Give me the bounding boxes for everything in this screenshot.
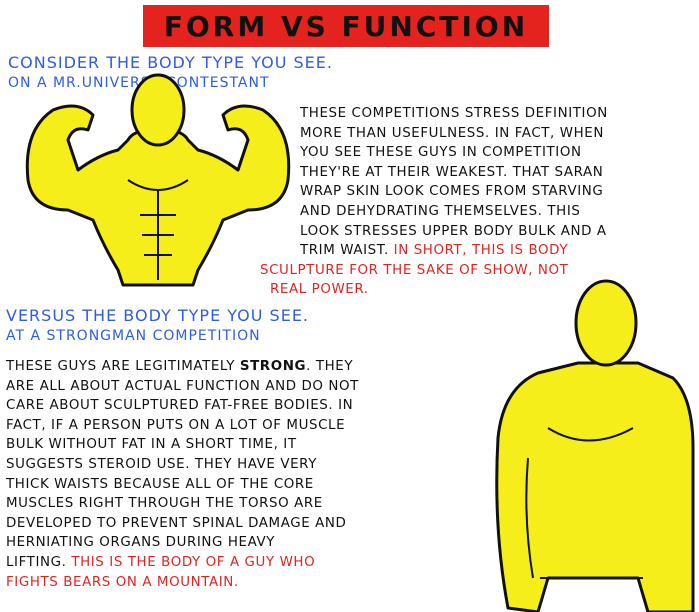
highlight-text: In short, this is body <box>393 243 569 259</box>
section1-body: These competitions stress definition mor… <box>260 104 608 300</box>
text-line: and dehydrating themselves. This <box>300 203 581 219</box>
strongman-figure <box>495 279 695 612</box>
bodybuilder-figure <box>25 73 291 287</box>
emphasis-text: strong <box>239 359 307 374</box>
text-line: you see these guys in competition <box>300 145 582 161</box>
highlight-text: sculpture for the sake of show, not <box>260 262 569 278</box>
text-line: herniating organs during heavy <box>6 535 276 551</box>
heading-line: Consider the body type you see. <box>8 53 333 72</box>
highlight-text: real power. <box>270 282 369 298</box>
text-line: developed to prevent spinal damage and <box>6 515 347 531</box>
text-line: lifting. <box>6 554 72 570</box>
heading-line: Versus the body type you see. <box>6 306 310 325</box>
text-line: suggests steroid use. They have very <box>6 456 317 472</box>
heading-line: At a strongman competition <box>6 328 261 344</box>
title-banner: Form vs Function <box>143 5 549 47</box>
page-title: Form vs Function <box>163 9 529 43</box>
text-line: care about sculptured fat-free bodies. I… <box>6 398 354 414</box>
text-line: wrap skin look comes from starving <box>300 184 604 200</box>
text-line: These competitions stress definition <box>300 106 608 121</box>
section1-heading: Consider the body type you see. On a Mr.… <box>8 52 333 94</box>
text-line: more than usefulness. In fact, when <box>300 125 604 141</box>
text-line: muscles right through the torso are <box>6 496 323 512</box>
text-line: thick waists because all of the core <box>6 476 314 492</box>
text-line: trim waist. <box>300 243 389 259</box>
heading-line: On a Mr.Universe contestant <box>8 75 270 91</box>
text-line: look stresses upper body bulk and a <box>300 223 607 239</box>
text-line: These guys are legitimately <box>6 359 240 374</box>
text-line: bulk without fat in a short time, it <box>6 437 297 453</box>
section2-body: These guys are legitimately strong. They… <box>6 357 359 592</box>
text-line: they're at their weakest. That saran <box>300 164 604 180</box>
highlight-text: This is the body of a guy who <box>71 554 316 570</box>
section2-heading: Versus the body type you see. At a stron… <box>6 305 309 347</box>
text-line: fact, if a person puts on a lot of muscl… <box>6 417 346 433</box>
highlight-text: fights bears on a mountain. <box>6 574 239 590</box>
text-line: are all about actual function and do not <box>6 378 359 394</box>
text-line: . They <box>306 359 354 374</box>
